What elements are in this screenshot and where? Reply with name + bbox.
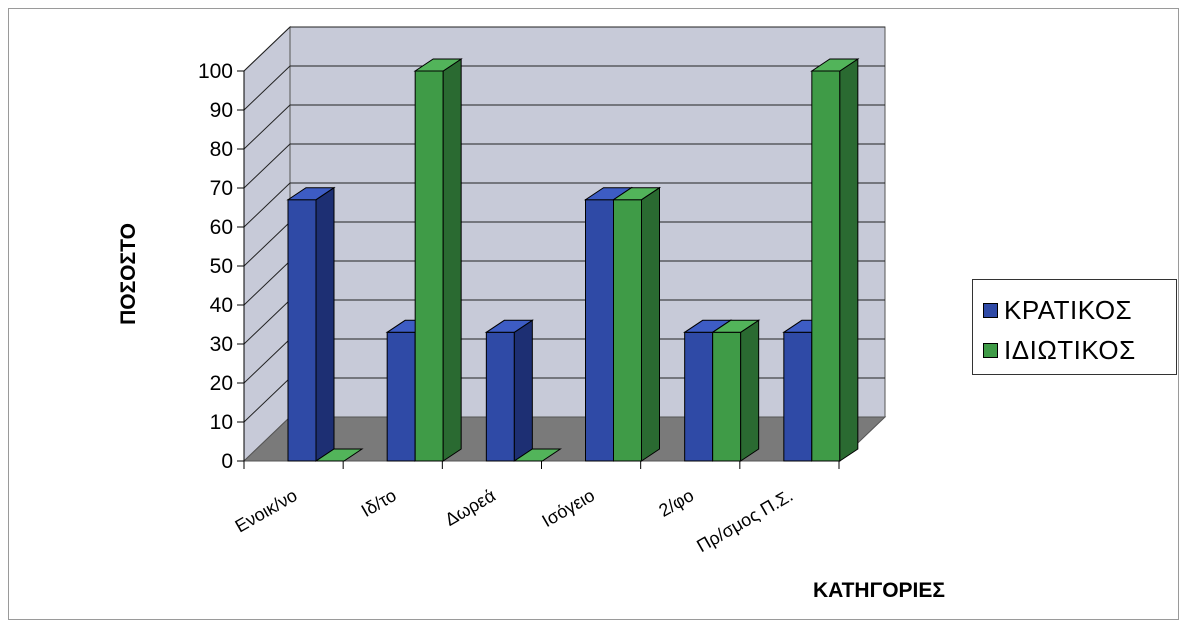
legend-item-idiotikos: ΙΔΙΩΤΙΚΟΣ xyxy=(973,330,1176,370)
x-tick-label: Ιδ/το xyxy=(358,485,400,521)
chart-canvas: 0 10 20 30 40 50 60 70 80 90 100 Ενοικ/νο Ιδ/το Δωρεά… xyxy=(117,25,945,602)
x-axis-title: ΚΑΤΗΓΟΡΙΕΣ xyxy=(813,579,945,602)
bar xyxy=(512,448,562,462)
chart-frame: 0 10 20 30 40 50 60 70 80 90 100 Ενοικ/νο Ιδ/το Δωρεά… xyxy=(8,8,1179,620)
bar-front xyxy=(811,70,841,462)
bar-top xyxy=(314,448,364,462)
bar-top xyxy=(611,187,662,201)
bar xyxy=(810,58,860,462)
x-tick-label: Πρ/σμος Π.Σ. xyxy=(693,485,796,556)
y-tick-label: 10 xyxy=(210,411,233,434)
y-tick-label: 20 xyxy=(210,372,233,395)
y-tick-label: 30 xyxy=(210,333,233,356)
bar-side xyxy=(315,186,335,462)
bar xyxy=(711,319,761,462)
y-tick-label: 40 xyxy=(210,294,233,317)
legend-label-idiotikos: ΙΔΙΩΤΙΚΟΣ xyxy=(1004,334,1136,365)
y-tick-label: 60 xyxy=(210,216,233,239)
y-tick-label: 50 xyxy=(210,255,233,278)
x-tick-label: 2/φο xyxy=(655,485,697,521)
bar-front xyxy=(684,331,714,462)
chart-legend: ΚΡΑΤΙΚΟΣ ΙΔΙΩΤΙΚΟΣ xyxy=(972,279,1177,375)
bar-top xyxy=(484,319,534,333)
y-tick-label: 90 xyxy=(210,99,233,122)
bar-top xyxy=(711,319,761,333)
x-tick-label: Ενοικ/νο xyxy=(232,485,301,536)
bar xyxy=(484,319,534,462)
legend-swatch-kratikos xyxy=(983,302,998,318)
gridline xyxy=(243,104,885,150)
bar-side xyxy=(513,319,533,462)
y-axis-title: ΠΟΣΟΣΤΟ xyxy=(117,223,140,325)
y-tick-label: 100 xyxy=(198,60,233,83)
legend-label-kratikos: ΚΡΑΤΙΚΟΣ xyxy=(1004,294,1133,325)
bar-front xyxy=(414,70,444,462)
bar-front xyxy=(783,331,813,462)
y-tick-label: 80 xyxy=(210,138,233,161)
bar-front xyxy=(386,331,416,462)
bar-front xyxy=(485,331,515,462)
gridline xyxy=(243,65,885,111)
bar-front xyxy=(613,199,642,462)
legend-swatch-idiotikos xyxy=(983,342,998,358)
bar xyxy=(314,448,364,462)
x-tick-label: Ισόγειο xyxy=(539,485,598,531)
gridline xyxy=(243,182,885,228)
x-tick-label: Δωρεά xyxy=(441,485,498,530)
y-tick-label: 0 xyxy=(221,450,233,473)
bar-front xyxy=(712,331,742,462)
y-tick-label: 70 xyxy=(210,177,233,200)
bar xyxy=(611,186,662,462)
bar-side xyxy=(442,58,462,462)
bar xyxy=(413,58,463,462)
legend-item-kratikos: ΚΡΑΤΙΚΟΣ xyxy=(973,290,1176,330)
bar-side xyxy=(740,319,760,462)
bar-side xyxy=(641,186,660,462)
bar-front xyxy=(585,199,614,462)
bar xyxy=(286,186,336,462)
bar-front xyxy=(287,199,317,462)
bar-top xyxy=(286,187,336,201)
gridline xyxy=(243,26,885,72)
bar-side xyxy=(839,58,859,462)
bar-top xyxy=(512,448,562,462)
gridline xyxy=(243,143,885,189)
bar-top xyxy=(810,58,860,72)
bar-top xyxy=(413,58,463,72)
